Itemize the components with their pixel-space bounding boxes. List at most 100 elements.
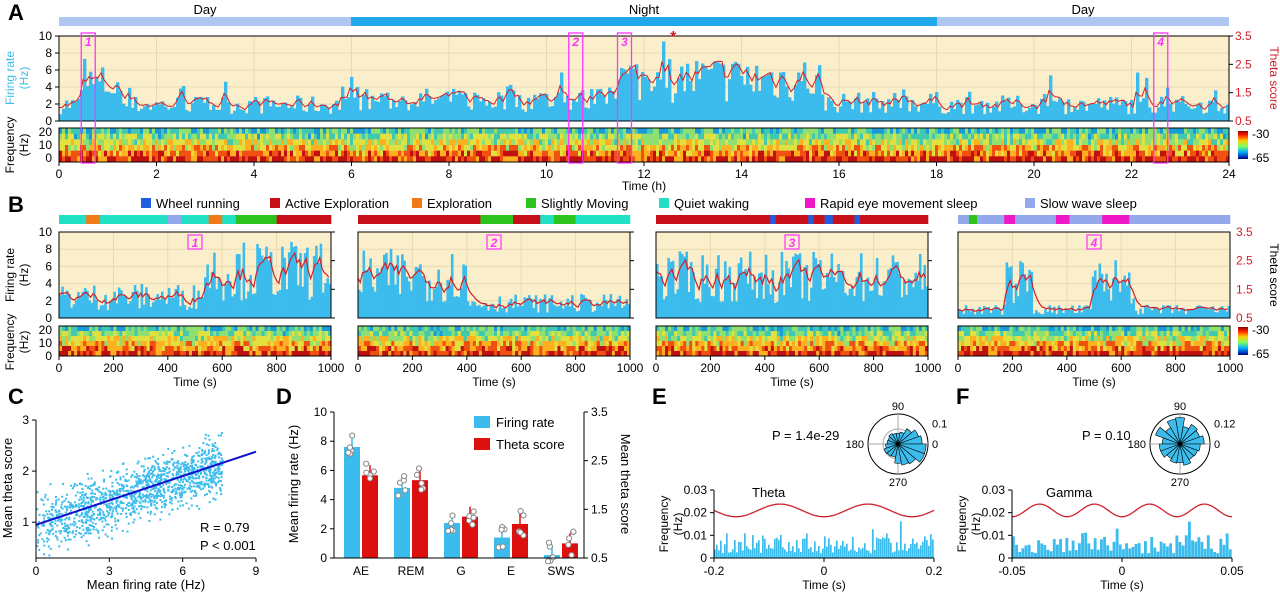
firing-rate-bar [695, 61, 699, 121]
spectrogram-cell [1223, 150, 1227, 157]
spectrogram-cell [575, 331, 579, 337]
spectrogram-cell [1208, 128, 1212, 134]
firing-rate-bar [761, 76, 765, 121]
firing-rate-bar [185, 110, 189, 121]
spectrogram-cell [746, 133, 750, 140]
spectrogram-cell [1136, 139, 1140, 146]
spectrogram-cell [1010, 150, 1014, 157]
spectrogram-cell [870, 336, 874, 342]
spectrogram-cell [71, 341, 75, 347]
spectrogram-cell [623, 351, 628, 357]
spectrogram-cell [992, 139, 996, 146]
spectrogram-cell [264, 346, 268, 352]
firing-rate-bar [974, 105, 978, 121]
firing-rate-bar [552, 304, 556, 318]
spectrogram-cell [803, 133, 807, 140]
spectrogram-cell [794, 150, 798, 157]
spectrogram-cell [971, 139, 975, 146]
spectrogram-cell [356, 128, 360, 134]
spectrogram-cell [1004, 150, 1008, 157]
spectrogram-cell [1001, 145, 1005, 151]
spectrogram-cell [116, 139, 120, 146]
spectrogram-cell [478, 331, 483, 337]
spectrogram-cell [200, 128, 204, 134]
spectrogram-cell [716, 156, 720, 163]
spectrogram-cell [728, 336, 732, 342]
spectrogram-cell [569, 156, 573, 163]
firing-rate-bar [710, 295, 713, 318]
spectrogram-cell [110, 326, 114, 332]
spectrogram-cell [953, 156, 957, 163]
spectrogram-cell [361, 331, 365, 337]
firing-rate-bar [464, 93, 468, 121]
spectrogram-cell [1058, 145, 1062, 151]
spectrogram-cell [728, 139, 732, 146]
spectrogram-cell [472, 331, 477, 337]
spectrogram-cell [918, 326, 923, 332]
spectrogram-cell [418, 326, 422, 332]
firing-rate-bar [575, 101, 579, 121]
spectrogram-cell [656, 326, 660, 332]
spectrogram-cell [659, 156, 663, 163]
spectrogram-cell [542, 133, 546, 140]
spectrogram-cell [449, 139, 453, 146]
spectrogram-cell [491, 150, 495, 157]
spectrogram-cell [1046, 133, 1050, 140]
spectrogram-cell [137, 150, 141, 157]
spectrogram-cell [140, 336, 144, 342]
spectrogram-cell [509, 145, 513, 151]
spectrogram-cell [347, 139, 351, 146]
spectrogram-cell [59, 133, 63, 140]
spectrogram-cell [518, 331, 522, 337]
firing-rate-bar [176, 97, 180, 121]
spectrogram-cell [167, 346, 172, 352]
y-tick-label: 6 [45, 63, 52, 77]
spectrogram-cell [548, 128, 552, 134]
spectrogram-cell [261, 326, 265, 332]
spectrogram-cell [614, 150, 618, 157]
firing-rate-bar [846, 295, 849, 318]
firing-rate-bar [290, 106, 294, 121]
spectrogram-cell [173, 133, 177, 140]
firing-rate-bar [905, 294, 908, 318]
spectrogram-cell [578, 336, 582, 342]
spectrogram-cell [1181, 145, 1185, 151]
spectrogram-cell [893, 156, 897, 163]
spectrogram-cell [252, 336, 256, 342]
spectrogram-cell [998, 145, 1002, 151]
spectrogram-cell [827, 150, 831, 157]
spectrogram-cell [938, 145, 942, 151]
spectrogram-cell [1190, 156, 1194, 163]
y-tick-label: 10 [39, 29, 53, 43]
spectrogram-cell [376, 326, 380, 332]
firing-rate-bar [995, 101, 999, 121]
spectrogram-cell [167, 326, 172, 332]
firing-rate-bar [1100, 107, 1104, 121]
spectrogram-cell [581, 336, 585, 342]
spectrogram-cell [422, 133, 426, 140]
spectrogram-cell [374, 156, 378, 163]
spectrogram-cell [671, 346, 675, 352]
spectrogram-cell [1130, 150, 1134, 157]
firing-rate-bar [242, 242, 246, 318]
firing-rate-bar [728, 79, 732, 121]
spectrogram-cell [431, 139, 435, 146]
spectrogram-cell [689, 139, 693, 146]
firing-rate-bar [297, 285, 300, 318]
spectrogram-cell [1073, 133, 1077, 140]
firing-rate-bar [572, 99, 576, 121]
spectrogram-cell [548, 326, 552, 332]
spectrogram-cell [400, 351, 404, 357]
spectrogram-cell [368, 145, 372, 151]
spectrogram-cell [485, 133, 489, 140]
firing-rate-bar [197, 97, 201, 121]
spectrogram-cell [563, 326, 567, 332]
spectrogram-cell [803, 128, 807, 134]
firing-rate-bar [969, 311, 972, 318]
spectrogram-cell [1097, 156, 1101, 163]
spectrogram-cell [1034, 128, 1038, 134]
firing-rate-bar [744, 268, 747, 318]
spectrogram-cell [62, 133, 66, 140]
firing-rate-bar [925, 286, 929, 318]
